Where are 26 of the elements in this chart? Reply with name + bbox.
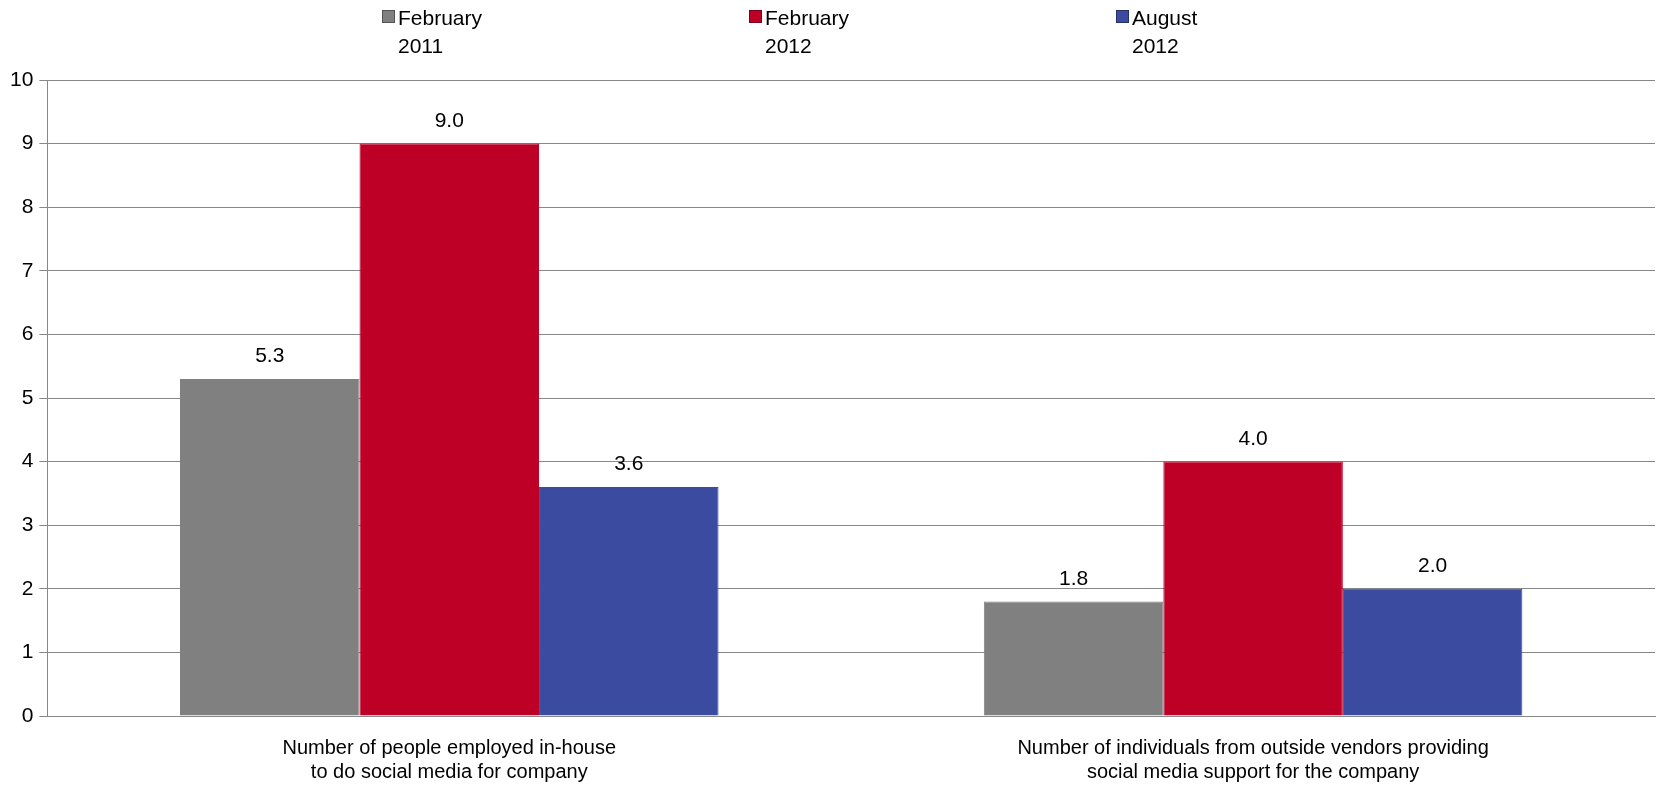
- x-tick-label: Number of individuals from outside vendors providing social media support for the company: [1017, 735, 1489, 782]
- legend-label: February 2011: [398, 5, 483, 59]
- y-tick-label: 5: [21, 384, 34, 408]
- data-label: 4.0: [1238, 425, 1268, 449]
- bar: [1163, 461, 1343, 716]
- bar: [539, 487, 719, 716]
- data-label: 9.0: [434, 107, 464, 131]
- y-tick-label: 9: [21, 130, 34, 154]
- data-label: 1.8: [1058, 565, 1089, 589]
- y-tick-label: 2: [21, 575, 34, 599]
- y-tick-label: 0: [21, 702, 34, 726]
- y-tick-label: 7: [21, 257, 34, 281]
- y-tick-label: 3: [21, 512, 34, 535]
- y-tick-label: 4: [21, 448, 34, 472]
- legend-label: February 2012: [765, 5, 850, 59]
- x-tick-label: Number of people employed in-house to do social media for company: [282, 735, 617, 782]
- y-tick-label: 8: [21, 194, 34, 217]
- bar: [359, 143, 540, 716]
- y-tick-label: 10: [10, 66, 34, 90]
- data-label: 5.3: [255, 343, 285, 367]
- data-label: 2.0: [1418, 553, 1448, 577]
- data-label: 3.6: [614, 451, 644, 475]
- bar: [1342, 588, 1523, 716]
- legend-label: August 2012: [1132, 5, 1198, 59]
- y-tick-label: 6: [21, 321, 34, 345]
- y-tick-label: 1: [21, 639, 34, 663]
